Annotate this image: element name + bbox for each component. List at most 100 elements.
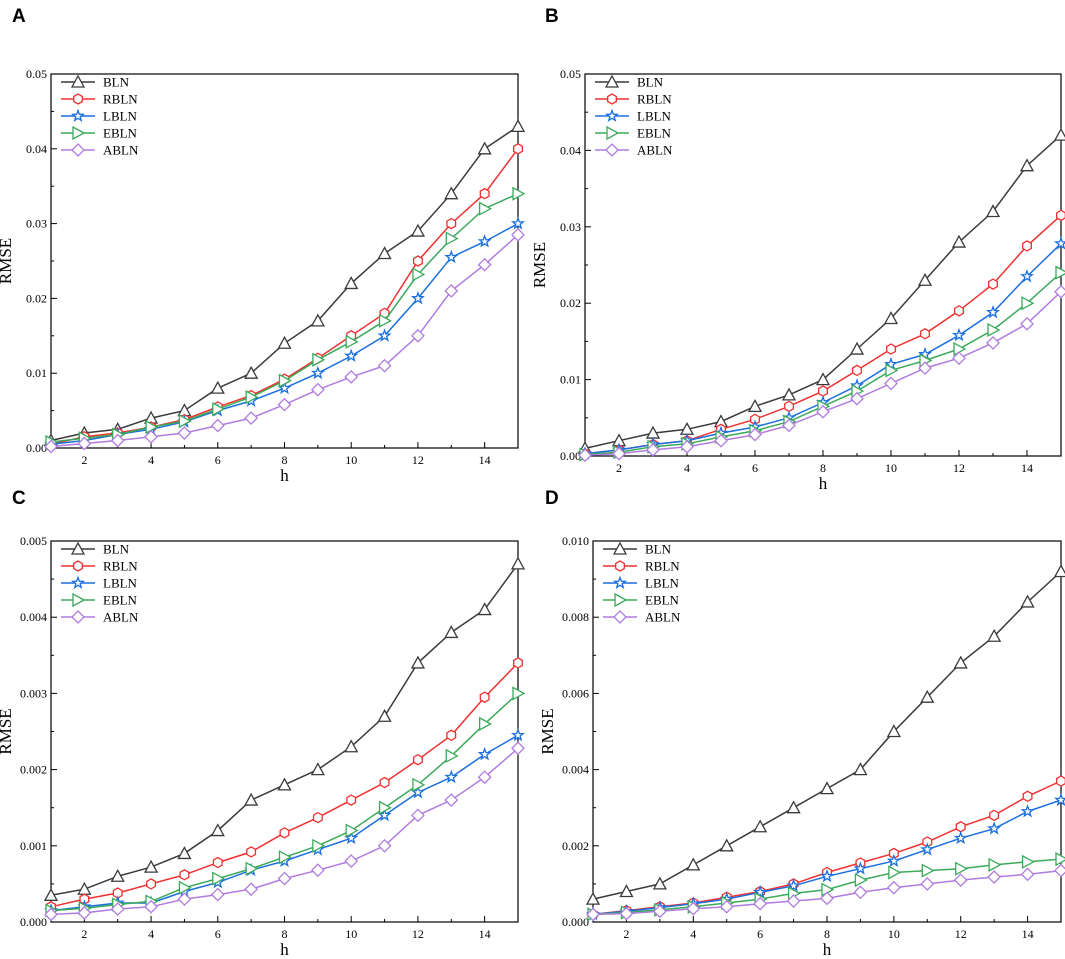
- data-point-bln: [210, 823, 225, 837]
- legend-label-lbln: LBLN: [637, 109, 672, 124]
- data-point-rbln: [1056, 209, 1065, 222]
- data-point-abln: [477, 770, 492, 785]
- data-point-rbln: [886, 343, 896, 355]
- legend-label-abln: ABLN: [637, 143, 673, 158]
- data-point-ebln: [512, 686, 526, 701]
- data-point-ebln: [245, 861, 259, 876]
- data-point-bln: [510, 119, 526, 133]
- x-tick-label: 10: [345, 927, 357, 941]
- series-rbln: [580, 209, 1065, 460]
- legend-triangle-right-icon: [72, 125, 86, 141]
- y-tick-label: 0.002: [562, 839, 589, 853]
- data-point-bln: [410, 655, 426, 669]
- data-point-abln: [144, 429, 158, 444]
- data-point-bln: [953, 655, 968, 669]
- data-point-bln: [849, 341, 865, 355]
- data-point-lbln: [753, 884, 768, 899]
- data-point-lbln: [510, 216, 526, 230]
- data-point-bln: [310, 313, 325, 327]
- data-point-ebln: [178, 880, 192, 895]
- data-point-ebln: [345, 334, 359, 349]
- data-point-bln: [917, 272, 933, 286]
- data-point-bln: [985, 204, 1001, 218]
- data-point-abln: [782, 418, 796, 433]
- x-tick-label: 4: [148, 927, 154, 941]
- data-point-abln: [310, 382, 325, 397]
- y-tick-label: 0.008: [562, 610, 589, 624]
- series-abln: [586, 863, 1065, 922]
- legend-label-rbln: RBLN: [645, 559, 680, 574]
- legend-triangle-up-icon: [612, 541, 628, 555]
- legend-hexagon-icon: [73, 560, 83, 572]
- data-point-abln: [918, 361, 932, 376]
- data-point-bln: [177, 846, 192, 860]
- x-tick-label: 12: [955, 927, 967, 941]
- series-bln: [43, 119, 526, 447]
- legend-label-ebln: EBLN: [645, 593, 680, 608]
- data-point-lbln: [920, 842, 935, 856]
- data-point-bln: [1019, 158, 1035, 172]
- data-point-bln: [987, 628, 1002, 642]
- x-axis-title: h: [823, 940, 832, 959]
- data-point-abln: [987, 870, 1002, 884]
- legend: BLN RBLN LBLN EBLN ABLN: [61, 75, 139, 158]
- x-tick-label: 10: [345, 453, 357, 467]
- y-axis-title: RMSE: [0, 238, 15, 284]
- legend-triangle-right-icon: [614, 592, 628, 608]
- x-tick-label: 14: [1021, 461, 1033, 475]
- y-axis-title: RMSE: [538, 708, 557, 754]
- data-point-bln: [786, 800, 801, 814]
- data-point-abln: [686, 901, 701, 916]
- data-point-bln: [444, 625, 459, 639]
- x-tick-label: 6: [752, 461, 758, 475]
- y-tick-label: 0.000: [562, 915, 589, 929]
- x-tick-label: 8: [820, 461, 826, 475]
- x-axis-title: h: [280, 940, 289, 959]
- data-point-abln: [1054, 863, 1065, 878]
- x-tick-label: 6: [215, 927, 221, 941]
- legend-hexagon-icon: [73, 93, 83, 105]
- data-point-rbln: [446, 729, 457, 742]
- y-tick-label: 0.002: [20, 763, 47, 777]
- series-line-ebln: [584, 272, 1062, 456]
- data-point-abln: [77, 436, 92, 451]
- data-point-rbln: [179, 869, 190, 881]
- data-point-lbln: [1020, 804, 1035, 818]
- data-point-rbln: [446, 217, 457, 230]
- legend-label-abln: ABLN: [103, 610, 139, 625]
- legend-diamond-icon: [71, 143, 85, 157]
- data-point-abln: [377, 358, 392, 373]
- data-point-ebln: [378, 313, 392, 328]
- data-point-lbln: [987, 821, 1002, 835]
- panel-letter: C: [12, 488, 26, 509]
- legend-label-ebln: EBLN: [103, 593, 138, 608]
- legend-diamond-icon: [605, 143, 619, 157]
- data-point-bln: [210, 380, 225, 394]
- data-point-abln: [646, 442, 660, 457]
- data-point-bln: [1053, 127, 1065, 141]
- legend-label-bln: BLN: [103, 542, 130, 557]
- data-point-rbln: [379, 776, 390, 789]
- data-point-abln: [586, 907, 600, 922]
- x-tick-label: 4: [690, 927, 696, 941]
- data-point-lbln: [951, 327, 967, 342]
- data-point-bln: [853, 762, 868, 776]
- data-point-ebln: [478, 716, 493, 731]
- legend-label-rbln: RBLN: [637, 92, 672, 107]
- data-point-abln: [110, 433, 125, 448]
- x-axis-title: h: [819, 474, 828, 493]
- legend-triangle-up-icon: [70, 74, 86, 88]
- data-point-abln: [210, 887, 225, 902]
- x-tick-label: 2: [81, 927, 87, 941]
- data-point-ebln: [988, 857, 1002, 872]
- data-point-bln: [477, 602, 492, 616]
- data-point-bln: [747, 398, 763, 412]
- data-point-bln: [444, 186, 459, 200]
- x-tick-label: 8: [824, 927, 830, 941]
- data-point-bln: [886, 724, 901, 738]
- data-point-rbln: [312, 811, 323, 824]
- series-line-lbln: [584, 243, 1062, 455]
- data-point-ebln: [888, 865, 902, 880]
- data-point-rbln: [920, 328, 930, 340]
